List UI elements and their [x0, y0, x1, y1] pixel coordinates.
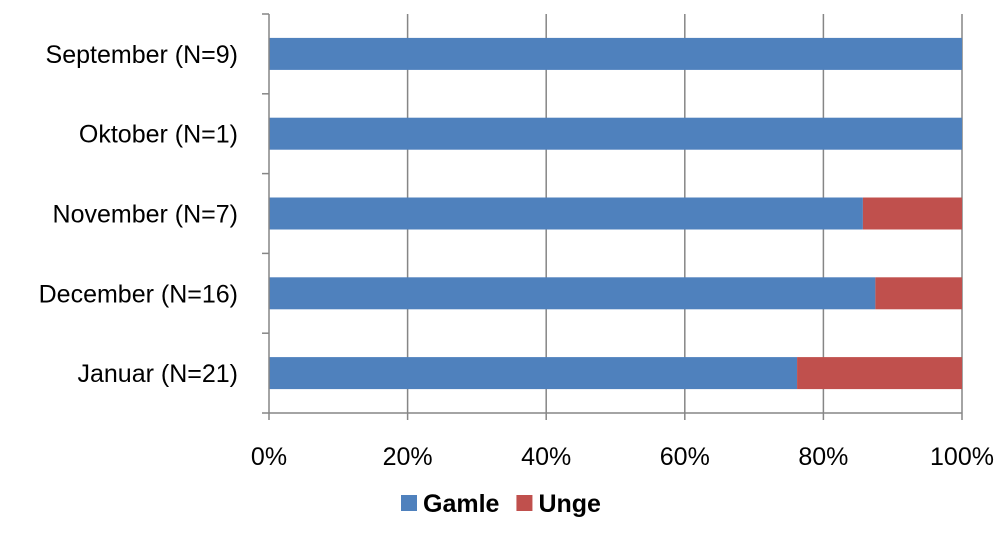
legend-swatch-unge [516, 495, 533, 511]
labels: 0% 20% 40% 60% 80% 100% September (N=9) Oktober… [39, 41, 994, 471]
x-tick-label: 100% [930, 443, 994, 471]
axes [262, 13, 963, 420]
bar-unge [797, 357, 962, 390]
bar-gamle [269, 357, 798, 390]
bar-gamle [269, 37, 962, 70]
y-category-label: Oktober (N=1) [79, 121, 238, 149]
legend-label-gamle: Gamle [423, 490, 500, 518]
bar-gamle [269, 277, 876, 310]
legend: Gamle Unge [401, 490, 601, 518]
x-tick-label: 80% [798, 443, 848, 471]
y-category-label: September (N=9) [46, 41, 238, 69]
x-tick-label: 40% [521, 443, 571, 471]
x-tick-label: 20% [383, 443, 433, 471]
legend-swatch-gamle [401, 495, 417, 511]
bar-gamle [269, 197, 863, 230]
y-category-label: Januar (N=21) [78, 360, 239, 388]
bars [269, 37, 962, 390]
x-tick-label: 60% [660, 443, 710, 471]
x-tick-label: 0% [251, 443, 287, 471]
y-category-label: December (N=16) [39, 280, 238, 308]
bar-unge [875, 277, 962, 310]
legend-label-unge: Unge [538, 490, 601, 518]
y-category-label: November (N=7) [53, 201, 238, 229]
bar-unge [862, 197, 962, 230]
bar-gamle [269, 117, 962, 150]
